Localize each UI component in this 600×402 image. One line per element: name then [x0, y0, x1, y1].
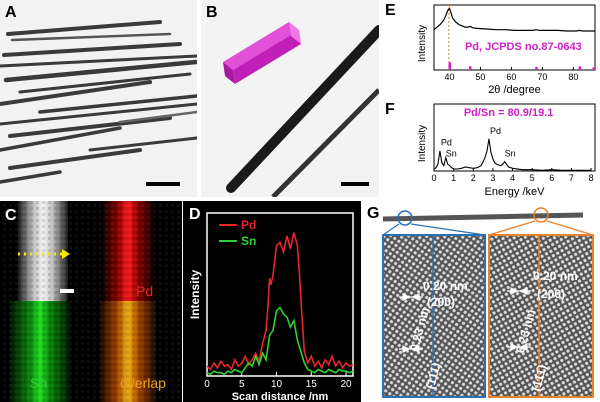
composition-annotation: Pd/Sn = 80.9/19.1 [464, 107, 554, 119]
x-tick-label: 80 [568, 72, 578, 82]
series-line-sn [206, 306, 354, 376]
panel-a: A [0, 0, 197, 197]
x-axis-label: Scan distance /nm [232, 391, 329, 402]
x-axis-label: Energy /keV [485, 186, 546, 198]
panel-e-label: E [385, 2, 396, 19]
panel-a-label: A [5, 4, 17, 21]
y-axis-label: Intensity [417, 25, 428, 62]
x-tick-label: 1 [451, 173, 456, 183]
peak-label: Pd [490, 126, 501, 136]
panel-d-label: D [189, 206, 201, 223]
x-tick-label: 10 [271, 379, 283, 390]
line-scan-chart: 0 5 10 15 20 Scan distance /nm Intensity Pd Sn [188, 212, 354, 402]
panel-c-image [0, 201, 182, 402]
y-axis-label: Intensity [188, 270, 202, 320]
reference-label: Pd, JCPDS no.87-0643 [465, 41, 582, 53]
panel-e: 40 50 60 70 80 2θ /degree Intensity Pd, JCPDS n… [381, 0, 600, 98]
panel-g-image [363, 201, 600, 402]
panel-c-label: C [5, 207, 17, 224]
plot-frame [206, 212, 354, 377]
legend-label-sn: Sn [241, 234, 256, 248]
x-tick-label: 20 [340, 379, 352, 390]
nanowire-model-icon [223, 22, 301, 84]
x-tick-label: 8 [589, 173, 594, 183]
x-tick-label: 6 [549, 173, 554, 183]
panel-b: B [201, 0, 379, 197]
channel-sn-label: Sn [30, 375, 48, 391]
x-tick-label: 7 [569, 173, 574, 183]
x-tick-label: 3 [490, 173, 495, 183]
eds-spectrum-line [433, 138, 592, 171]
channel-overlap-label: overlap [120, 375, 166, 391]
panel-a-image [0, 0, 197, 197]
x-tick-label: 5 [239, 379, 245, 390]
channel-pd-label: Pd [136, 283, 154, 299]
panel-g-label: G [367, 205, 380, 222]
x-tick-label: 5 [530, 173, 535, 183]
x-tick-label: 2 [471, 173, 476, 183]
plot-frame [433, 103, 596, 172]
peak-label: Sn [446, 148, 457, 158]
peak-label: Pd [441, 138, 452, 148]
left-spacing-200: 0.20 nm [423, 279, 468, 293]
panel-c: C Pd Sn overlap [0, 201, 182, 402]
panel-f: 0 1 2 3 4 5 6 7 8 Energy /keV Intensity Pd Sn Pd Sn Pd/… [381, 99, 600, 200]
panel-f-label: F [385, 101, 395, 118]
x-tick-label: 40 [444, 72, 454, 82]
x-tick-label: 15 [306, 379, 318, 390]
legend-label-pd: Pd [241, 218, 256, 232]
panel-b-image [201, 0, 379, 197]
panel-b-label: B [206, 4, 218, 21]
x-tick-label: 50 [475, 72, 485, 82]
panel-d: 0 5 10 15 20 Scan distance /nm Intensity Pd Sn D [183, 201, 361, 402]
plot-frame [433, 4, 596, 71]
left-hkl-200: (200) [427, 295, 456, 309]
x-axis-label: 2θ /degree [488, 84, 541, 96]
x-tick-label: 4 [510, 173, 515, 183]
x-tick-label: 0 [431, 173, 436, 183]
right-spacing-200: 0.20 nm [533, 269, 578, 283]
right-hkl-200: (200) [537, 287, 566, 301]
panel-g: G 0.20 nm (200) 0.23 nm (111) 0.20 nm (2… [363, 201, 600, 402]
y-axis-label: Intensity [417, 125, 428, 162]
x-tick-label: 60 [506, 72, 516, 82]
peak-label: Sn [505, 148, 516, 158]
x-tick-label: 70 [537, 72, 547, 82]
series-line-pd [206, 232, 354, 372]
x-tick-label: 0 [204, 379, 210, 390]
xrd-pattern-line [433, 7, 595, 32]
xrd-chart: 40 50 60 70 80 2θ /degree Intensity Pd, JCPDS n… [417, 4, 596, 96]
